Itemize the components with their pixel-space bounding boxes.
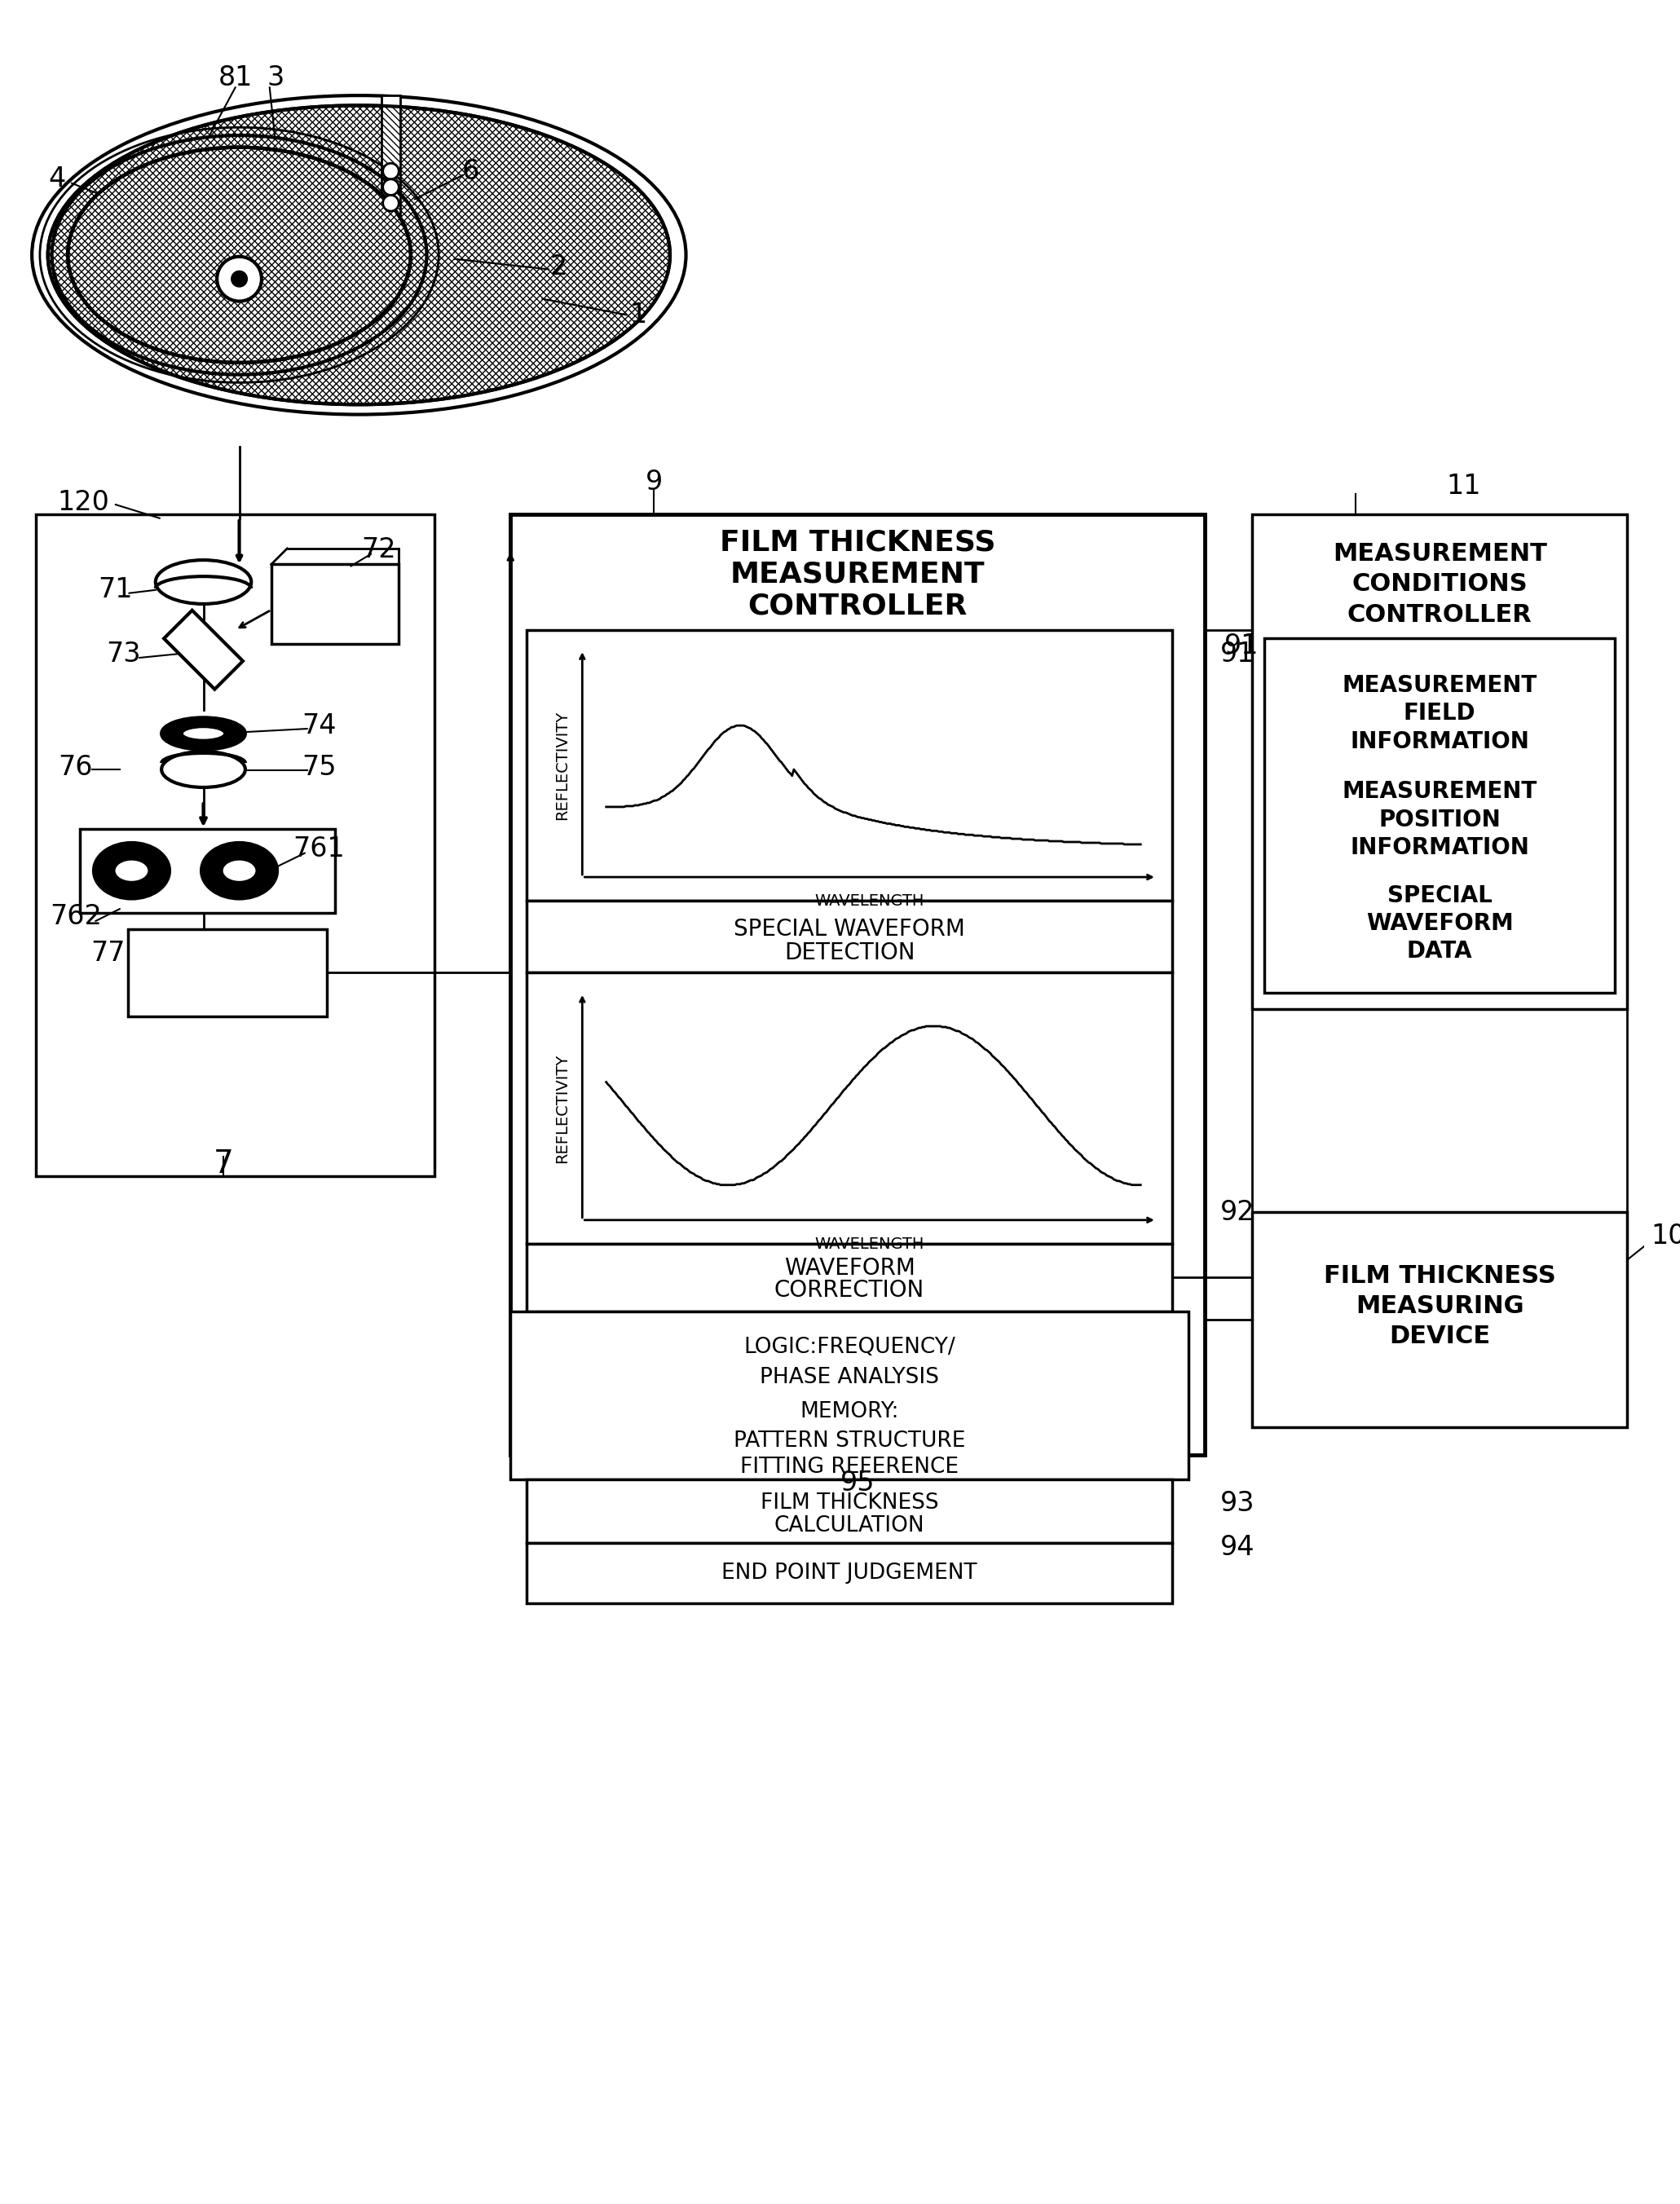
- Text: FILM THICKNESS: FILM THICKNESS: [1324, 1265, 1556, 1287]
- Text: 93: 93: [1220, 1490, 1255, 1516]
- Text: INFORMATION: INFORMATION: [1351, 730, 1529, 754]
- Bar: [526, 1479, 1173, 1543]
- Text: FIELD: FIELD: [1403, 703, 1475, 725]
- Text: 72: 72: [361, 536, 396, 564]
- Circle shape: [232, 271, 247, 287]
- Text: POSITION: POSITION: [1379, 809, 1500, 831]
- Text: 91: 91: [1220, 641, 1255, 668]
- Text: 81: 81: [218, 64, 252, 90]
- Ellipse shape: [114, 860, 150, 882]
- Text: PHASE ANALYSIS: PHASE ANALYSIS: [759, 1366, 939, 1389]
- Bar: [526, 901, 1173, 972]
- Text: CONTROLLER: CONTROLLER: [1347, 604, 1532, 626]
- Text: 94: 94: [1220, 1534, 1255, 1560]
- Bar: [381, 95, 400, 223]
- Text: 6: 6: [462, 159, 479, 185]
- Bar: [511, 1311, 1188, 1479]
- Text: REFLECTIVITY: REFLECTIVITY: [554, 710, 570, 820]
- Text: FITTING REFERENCE: FITTING REFERENCE: [741, 1457, 959, 1479]
- Ellipse shape: [161, 752, 245, 787]
- Text: SPECIAL: SPECIAL: [1388, 884, 1492, 906]
- Text: LOGIC:FREQUENCY/: LOGIC:FREQUENCY/: [744, 1338, 956, 1358]
- Text: 91: 91: [1225, 633, 1258, 659]
- Text: 2: 2: [549, 253, 568, 280]
- Text: 4: 4: [49, 165, 66, 192]
- Text: MEMORY:: MEMORY:: [800, 1402, 899, 1422]
- Text: DETECTION: DETECTION: [785, 941, 916, 965]
- Text: MEASUREMENT: MEASUREMENT: [1332, 542, 1547, 566]
- Text: WAVEFORM: WAVEFORM: [785, 1256, 916, 1278]
- Text: CONTROLLER: CONTROLLER: [748, 593, 968, 619]
- Bar: [511, 514, 1205, 1455]
- Text: DEVICE: DEVICE: [1389, 1325, 1490, 1349]
- Text: 762: 762: [50, 904, 102, 930]
- Text: MEASUREMENT: MEASUREMENT: [731, 560, 984, 588]
- Ellipse shape: [161, 719, 245, 749]
- Polygon shape: [165, 611, 244, 690]
- Text: 92: 92: [1220, 1199, 1255, 1225]
- Circle shape: [217, 256, 262, 302]
- Ellipse shape: [94, 842, 170, 899]
- Text: 95: 95: [840, 1470, 875, 1497]
- Text: 71: 71: [99, 577, 133, 604]
- Text: MEASUREMENT: MEASUREMENT: [1342, 780, 1537, 802]
- Text: END POINT JUDGEMENT: END POINT JUDGEMENT: [722, 1563, 978, 1585]
- Text: WAVELENGTH: WAVELENGTH: [815, 893, 924, 908]
- Text: 11: 11: [1446, 474, 1482, 500]
- Circle shape: [383, 163, 398, 179]
- Text: WAVEFORM: WAVEFORM: [1366, 912, 1514, 934]
- Bar: [526, 1543, 1173, 1602]
- Bar: [1252, 514, 1628, 1009]
- Bar: [1265, 637, 1614, 992]
- Ellipse shape: [156, 560, 252, 604]
- Text: 761: 761: [292, 835, 344, 862]
- Text: 120: 120: [57, 489, 109, 516]
- Bar: [526, 630, 1173, 901]
- Text: 1: 1: [630, 302, 647, 328]
- Text: 77: 77: [91, 939, 124, 965]
- Text: FILM THICKNESS: FILM THICKNESS: [719, 529, 996, 555]
- Bar: [526, 972, 1173, 1243]
- Text: 75: 75: [302, 754, 336, 780]
- Ellipse shape: [222, 860, 257, 882]
- Text: MEASURING: MEASURING: [1356, 1294, 1524, 1318]
- Text: 73: 73: [106, 641, 141, 668]
- Text: 10: 10: [1651, 1223, 1680, 1250]
- Text: FILM THICKNESS: FILM THICKNESS: [761, 1492, 939, 1514]
- Text: PATTERN STRUCTURE: PATTERN STRUCTURE: [734, 1430, 966, 1452]
- Text: WAVELENGTH: WAVELENGTH: [815, 1236, 924, 1252]
- Bar: [128, 928, 328, 1016]
- Text: 9: 9: [645, 469, 662, 496]
- Ellipse shape: [181, 727, 225, 741]
- Text: CONDITIONS: CONDITIONS: [1352, 573, 1527, 597]
- Circle shape: [383, 179, 398, 196]
- Bar: [270, 564, 398, 644]
- Bar: [526, 1243, 1173, 1311]
- Text: CORRECTION: CORRECTION: [774, 1278, 924, 1303]
- Bar: [79, 829, 334, 912]
- Ellipse shape: [202, 842, 277, 899]
- Bar: [35, 514, 435, 1177]
- Circle shape: [383, 196, 398, 212]
- Text: INFORMATION: INFORMATION: [1351, 835, 1529, 860]
- Bar: [1252, 1212, 1628, 1428]
- Text: 76: 76: [59, 754, 92, 780]
- Ellipse shape: [47, 106, 670, 406]
- Text: DATA: DATA: [1406, 939, 1473, 963]
- Text: MEASUREMENT: MEASUREMENT: [1342, 674, 1537, 696]
- Text: 3: 3: [267, 64, 284, 90]
- Text: SPECIAL WAVEFORM: SPECIAL WAVEFORM: [734, 917, 966, 941]
- Text: 74: 74: [302, 712, 336, 738]
- Text: CALCULATION: CALCULATION: [774, 1514, 924, 1536]
- Text: 7: 7: [213, 1148, 234, 1179]
- Ellipse shape: [67, 148, 412, 364]
- Text: REFLECTIVITY: REFLECTIVITY: [554, 1054, 570, 1164]
